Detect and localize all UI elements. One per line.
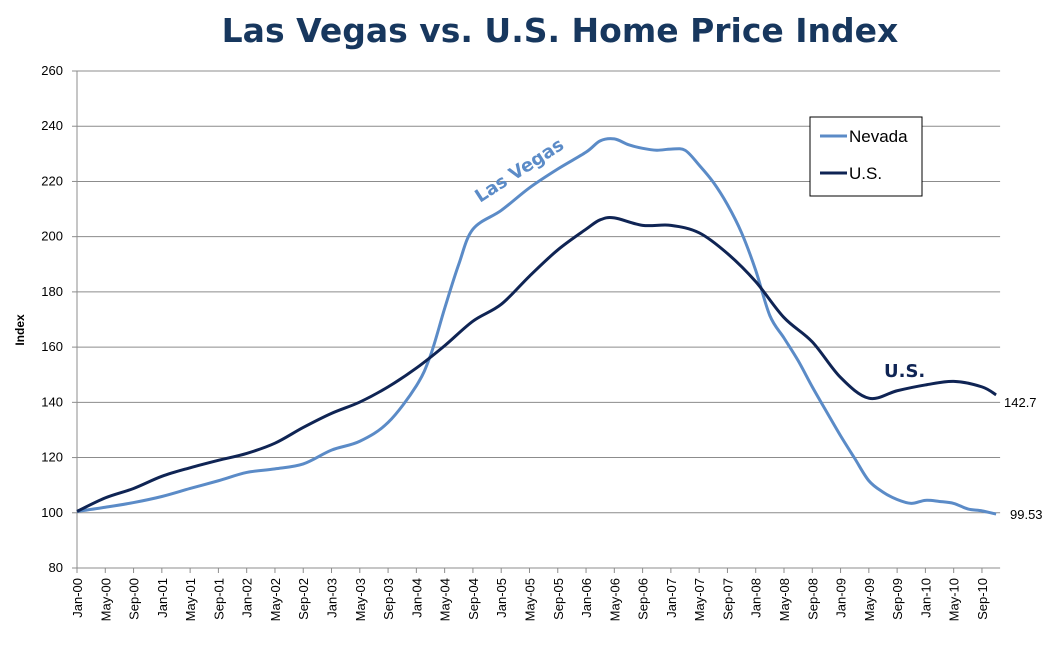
us-annotation: U.S. — [884, 361, 925, 382]
x-tick-label: May-06 — [607, 578, 622, 621]
x-tick-label: Sep-08 — [805, 578, 820, 620]
y-tick-label: 180 — [41, 284, 63, 299]
y-tick-label: 240 — [41, 118, 63, 133]
y-tick-label: 220 — [41, 173, 63, 188]
x-tick-label: May-00 — [98, 578, 113, 621]
x-tick-label: Sep-01 — [211, 578, 226, 620]
us-end-label: 142.7 — [1004, 395, 1037, 410]
legend-box — [809, 116, 923, 197]
y-tick-label: 120 — [41, 450, 63, 465]
chart-title: Las Vegas vs. U.S. Home Price Index — [222, 11, 899, 50]
legend-label-nevada: Nevada — [849, 127, 908, 146]
x-axis-ticks: Jan-00 May-00 Sep-00 Jan-01 May-01 Sep-01 Jan-… — [70, 568, 990, 621]
x-tick-label: Jan-01 — [155, 578, 170, 618]
x-tick-label: May-09 — [862, 578, 877, 621]
y-tick-label: 200 — [41, 229, 63, 244]
x-tick-label: Jan-06 — [579, 578, 594, 618]
x-tick-label: May-01 — [183, 578, 198, 621]
series-lines — [76, 137, 997, 516]
x-tick-label: May-04 — [438, 578, 453, 621]
x-tick-label: May-03 — [353, 578, 368, 621]
x-tick-label: Jan-02 — [240, 578, 255, 618]
y-tick-label: 160 — [41, 339, 63, 354]
x-tick-label: May-05 — [522, 578, 537, 621]
x-tick-label: Sep-03 — [381, 578, 396, 620]
y-tick-label: 140 — [41, 394, 63, 409]
x-tick-label: Jan-00 — [70, 578, 85, 618]
x-tick-label: Jan-04 — [409, 578, 424, 618]
x-tick-label: May-10 — [947, 578, 962, 621]
x-tick-label: Jan-08 — [749, 578, 764, 618]
x-tick-label: Sep-05 — [551, 578, 566, 620]
nevada-end-label: 99.53 — [1010, 507, 1043, 522]
x-tick-label: Sep-06 — [636, 578, 651, 620]
y-tick-label: 80 — [49, 560, 63, 575]
y-axis-label: Index — [13, 314, 27, 346]
series-line-nevada — [76, 137, 997, 516]
x-tick-label: Sep-04 — [466, 578, 481, 620]
x-tick-label: Sep-00 — [127, 578, 142, 620]
x-tick-label: Sep-07 — [720, 578, 735, 620]
x-tick-label: Jan-05 — [494, 578, 509, 618]
x-tick-label: May-08 — [777, 578, 792, 621]
series-line-us — [76, 216, 997, 513]
x-tick-label: Jan-07 — [664, 578, 679, 618]
x-tick-label: Jan-03 — [325, 578, 340, 618]
legend-label-us: U.S. — [849, 164, 882, 183]
x-tick-label: May-02 — [268, 578, 283, 621]
y-axis-ticks: 80 100 120 140 160 180 200 220 240 260 — [41, 63, 77, 575]
x-tick-label: Sep-02 — [296, 578, 311, 620]
x-tick-label: May-07 — [692, 578, 707, 621]
x-tick-label: Jan-10 — [918, 578, 933, 618]
y-tick-label: 260 — [41, 63, 63, 78]
y-tick-label: 100 — [41, 505, 63, 520]
x-tick-label: Jan-09 — [834, 578, 849, 618]
x-tick-label: Sep-10 — [975, 578, 990, 620]
legend: Nevada U.S. — [809, 116, 923, 197]
x-tick-label: Sep-09 — [890, 578, 905, 620]
